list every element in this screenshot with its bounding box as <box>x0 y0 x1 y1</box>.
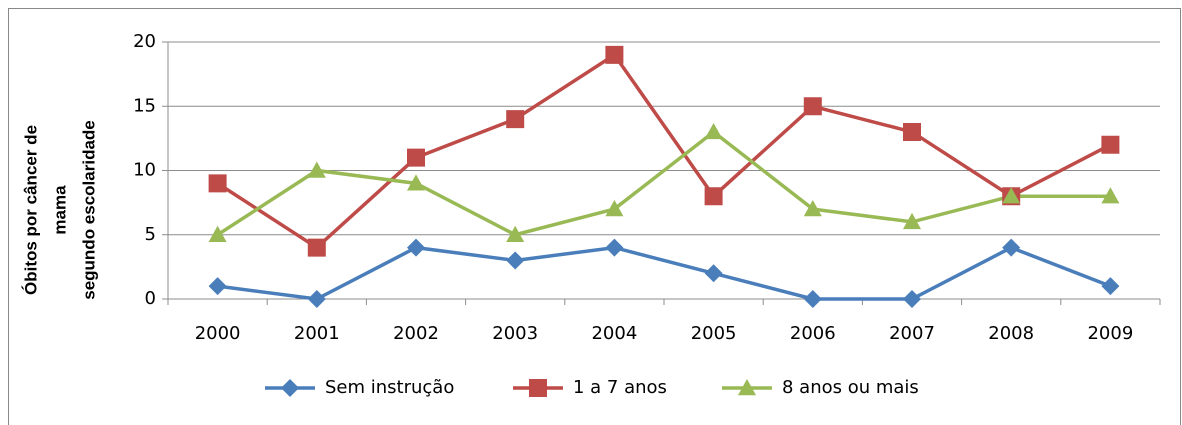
series-line <box>216 52 1112 250</box>
marker <box>506 251 525 270</box>
y-tick-label: 0 <box>145 288 156 309</box>
marker <box>506 225 525 242</box>
marker <box>1002 187 1021 204</box>
x-tick-label: 2003 <box>492 323 538 344</box>
marker <box>738 379 756 396</box>
marker <box>407 238 425 257</box>
marker <box>307 290 326 308</box>
marker <box>1101 187 1120 204</box>
legend-label: 1 a 7 anos <box>573 377 667 398</box>
marker <box>704 264 723 283</box>
marker <box>803 290 822 308</box>
x-tick-label: 2006 <box>790 323 836 344</box>
series-line <box>217 245 1112 301</box>
x-tick-label: 2009 <box>1087 323 1133 344</box>
marker <box>1101 135 1120 154</box>
y-axis-title-line: Óbitos por câncer de <box>21 125 40 295</box>
chart-border <box>8 8 1181 425</box>
x-tick-label: 2005 <box>691 323 737 344</box>
marker <box>407 174 425 191</box>
marker <box>903 290 921 308</box>
y-tick-label: 10 <box>133 160 156 181</box>
y-axis-title-line: mama <box>50 185 69 235</box>
marker <box>903 122 921 141</box>
x-tick-label: 2002 <box>393 323 439 344</box>
marker <box>307 161 326 178</box>
x-tick-label: 2001 <box>294 323 340 344</box>
marker <box>704 187 723 206</box>
marker <box>1002 238 1021 257</box>
marker <box>1101 277 1120 296</box>
marker <box>208 174 227 193</box>
y-axis-title-line: segundo escolaridade <box>79 120 98 300</box>
marker <box>605 200 624 217</box>
series-line <box>216 129 1111 237</box>
y-tick-label: 5 <box>145 224 156 245</box>
marker <box>903 212 921 230</box>
marker <box>803 97 822 116</box>
marker <box>281 379 299 397</box>
marker <box>803 200 822 217</box>
x-tick-label: 2004 <box>591 323 637 344</box>
marker <box>506 110 525 129</box>
y-axis-title: Óbitos por câncer de mama segundo escola… <box>21 120 98 300</box>
marker <box>704 122 723 140</box>
y-tick-label: 15 <box>133 95 156 116</box>
marker <box>208 225 227 242</box>
marker <box>605 45 624 64</box>
x-tick-label: 2007 <box>889 323 935 344</box>
marker <box>208 277 227 296</box>
y-tick-label: 20 <box>133 31 156 52</box>
x-tick-label: 2000 <box>195 323 241 344</box>
marker <box>407 148 425 167</box>
marker <box>307 238 326 257</box>
x-tick-label: 2008 <box>988 323 1034 344</box>
legend-label: Sem instrução <box>325 377 454 398</box>
legend-label: 8 anos ou mais <box>782 377 919 398</box>
marker <box>529 379 547 397</box>
marker <box>605 238 624 257</box>
